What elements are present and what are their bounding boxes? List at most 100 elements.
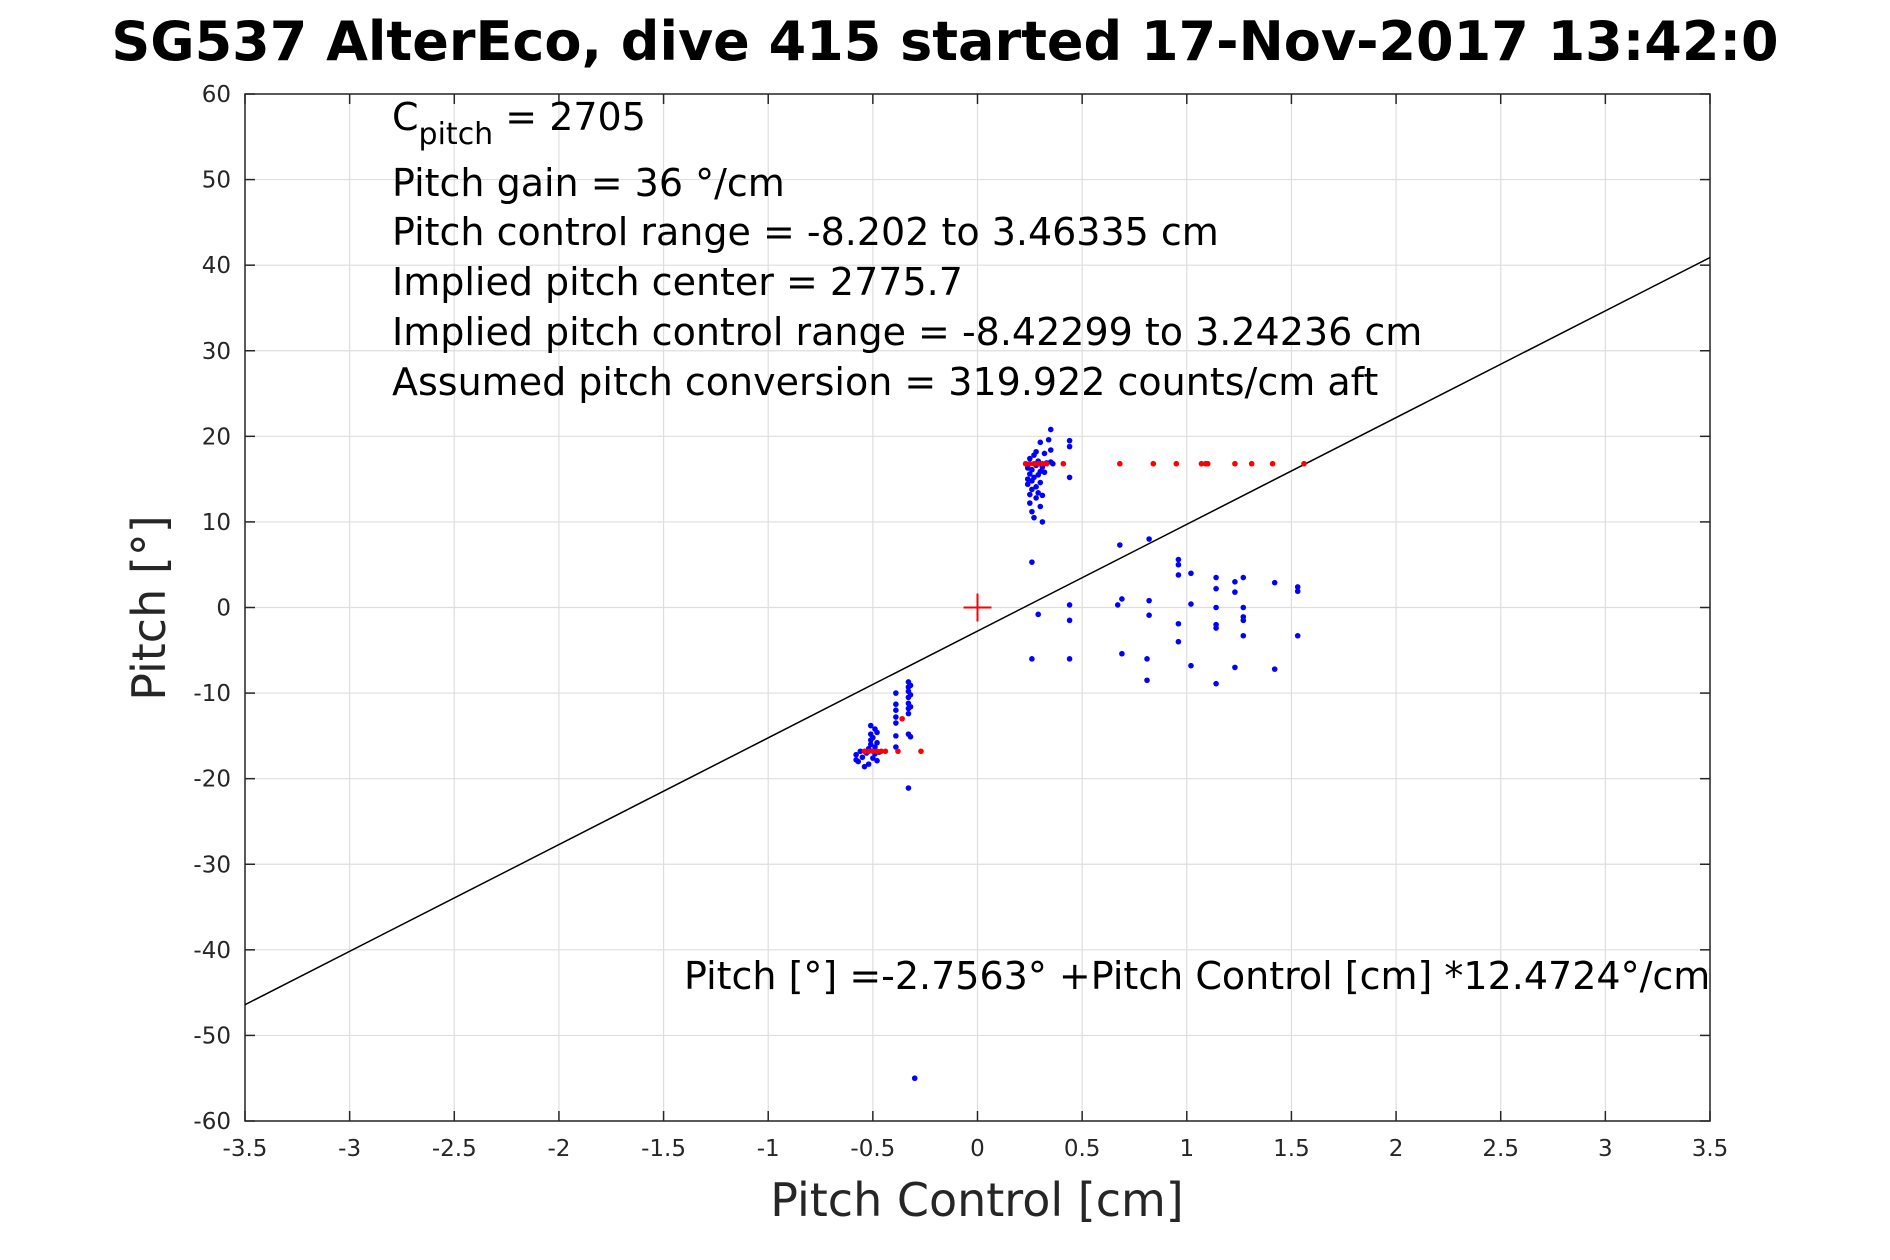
data-point — [867, 741, 874, 748]
data-point — [1066, 437, 1073, 444]
data-point — [907, 733, 914, 740]
data-point — [1146, 612, 1152, 619]
data-point — [1248, 460, 1255, 467]
data-point — [861, 748, 868, 755]
annotation-c-pitch: Cpitch = 2705 — [392, 95, 646, 152]
axis-ticks — [244, 93, 1711, 1122]
c-pitch-main: C — [392, 95, 419, 139]
data-point — [1175, 556, 1182, 563]
data-point — [1271, 666, 1278, 672]
data-point — [1047, 447, 1054, 453]
data-point — [1188, 662, 1194, 669]
annotation-fit-equation: Pitch [°] =-2.7563° +Pitch Control [cm] … — [684, 954, 1710, 998]
data-point — [1213, 604, 1219, 611]
data-point — [861, 763, 868, 770]
data-point — [870, 748, 876, 755]
data-point — [1024, 476, 1031, 482]
data-point — [1066, 617, 1073, 624]
c-pitch-value: = 2705 — [493, 95, 646, 139]
annotation-pitch-gain: Pitch gain = 36 °/cm — [392, 161, 785, 205]
data-point — [1029, 466, 1035, 473]
data-point — [1027, 460, 1033, 467]
y-tick-label: 60 — [202, 82, 231, 108]
data-point — [1232, 579, 1238, 585]
data-point — [1041, 450, 1048, 457]
data-point — [1027, 471, 1033, 477]
data-point — [1232, 589, 1238, 595]
data-point — [1213, 574, 1219, 581]
data-point — [1240, 617, 1247, 624]
fit-line — [245, 256, 1710, 1006]
grid — [244, 93, 1711, 1122]
data-point — [893, 701, 899, 708]
data-point — [1033, 484, 1039, 490]
data-point — [1022, 460, 1029, 467]
data-point — [893, 707, 899, 713]
annotation-implied-center: Implied pitch center = 2775.7 — [392, 260, 963, 304]
data-point — [1033, 448, 1039, 455]
data-point — [1039, 519, 1046, 525]
data-point — [1031, 460, 1037, 467]
data-point — [874, 757, 880, 764]
data-point — [1175, 572, 1182, 578]
y-tick-label: 10 — [202, 510, 231, 536]
c-pitch-subscript: pitch — [419, 117, 494, 152]
data-point — [872, 744, 878, 750]
x-tick-label: 2.5 — [1482, 1136, 1519, 1162]
data-point — [1039, 492, 1046, 499]
series-1 — [861, 460, 1307, 755]
data-point — [865, 748, 872, 755]
data-point — [870, 734, 876, 741]
data-point — [1029, 486, 1035, 493]
data-point — [1188, 570, 1194, 577]
data-point — [874, 748, 880, 755]
x-tick-label: -0.5 — [850, 1136, 895, 1162]
y-tick-label: -40 — [193, 938, 231, 964]
data-point — [1029, 559, 1035, 565]
y-tick-label: -10 — [193, 681, 231, 707]
data-point — [1039, 460, 1046, 467]
data-point — [1050, 460, 1056, 467]
data-point — [1027, 500, 1033, 506]
data-point — [1301, 460, 1307, 467]
data-point — [1047, 426, 1054, 433]
y-tick-label: -30 — [193, 852, 231, 878]
data-point — [1066, 656, 1073, 662]
data-point — [878, 748, 885, 755]
data-point — [1175, 620, 1182, 627]
data-point — [855, 758, 862, 765]
data-point — [1037, 468, 1044, 475]
data-point — [1066, 474, 1073, 481]
data-point — [1037, 439, 1044, 446]
data-point — [1029, 656, 1035, 662]
data-point — [899, 715, 905, 722]
annotation-implied-range: Implied pitch control range = -8.42299 t… — [392, 310, 1422, 354]
data-point — [874, 729, 880, 736]
data-point — [1240, 574, 1247, 581]
data-point — [1232, 460, 1238, 467]
data-point — [1188, 601, 1194, 607]
data-point — [1271, 579, 1278, 586]
data-point — [1114, 602, 1121, 608]
y-tick-label: 30 — [202, 339, 231, 365]
x-tick-label: 1.5 — [1273, 1136, 1310, 1162]
data-point — [1173, 460, 1180, 467]
y-tick-label: 0 — [216, 596, 231, 622]
data-point — [1029, 508, 1035, 515]
data-point — [1035, 490, 1041, 496]
data-point — [1024, 481, 1031, 488]
data-point — [1033, 495, 1039, 501]
x-tick-label: -1.5 — [641, 1136, 686, 1162]
x-tick-label: 0 — [970, 1136, 985, 1162]
y-tick-label: 40 — [202, 253, 231, 279]
chart-title: SG537 AlterEco, dive 415 started 17-Nov-… — [111, 10, 1778, 73]
data-point — [1150, 460, 1157, 467]
data-point — [1117, 542, 1123, 548]
data-point — [1213, 680, 1219, 687]
y-tick-label: 50 — [202, 168, 231, 194]
data-point — [1031, 514, 1037, 521]
data-point — [1269, 460, 1276, 467]
data-point — [882, 748, 889, 755]
data-point — [1117, 460, 1123, 467]
